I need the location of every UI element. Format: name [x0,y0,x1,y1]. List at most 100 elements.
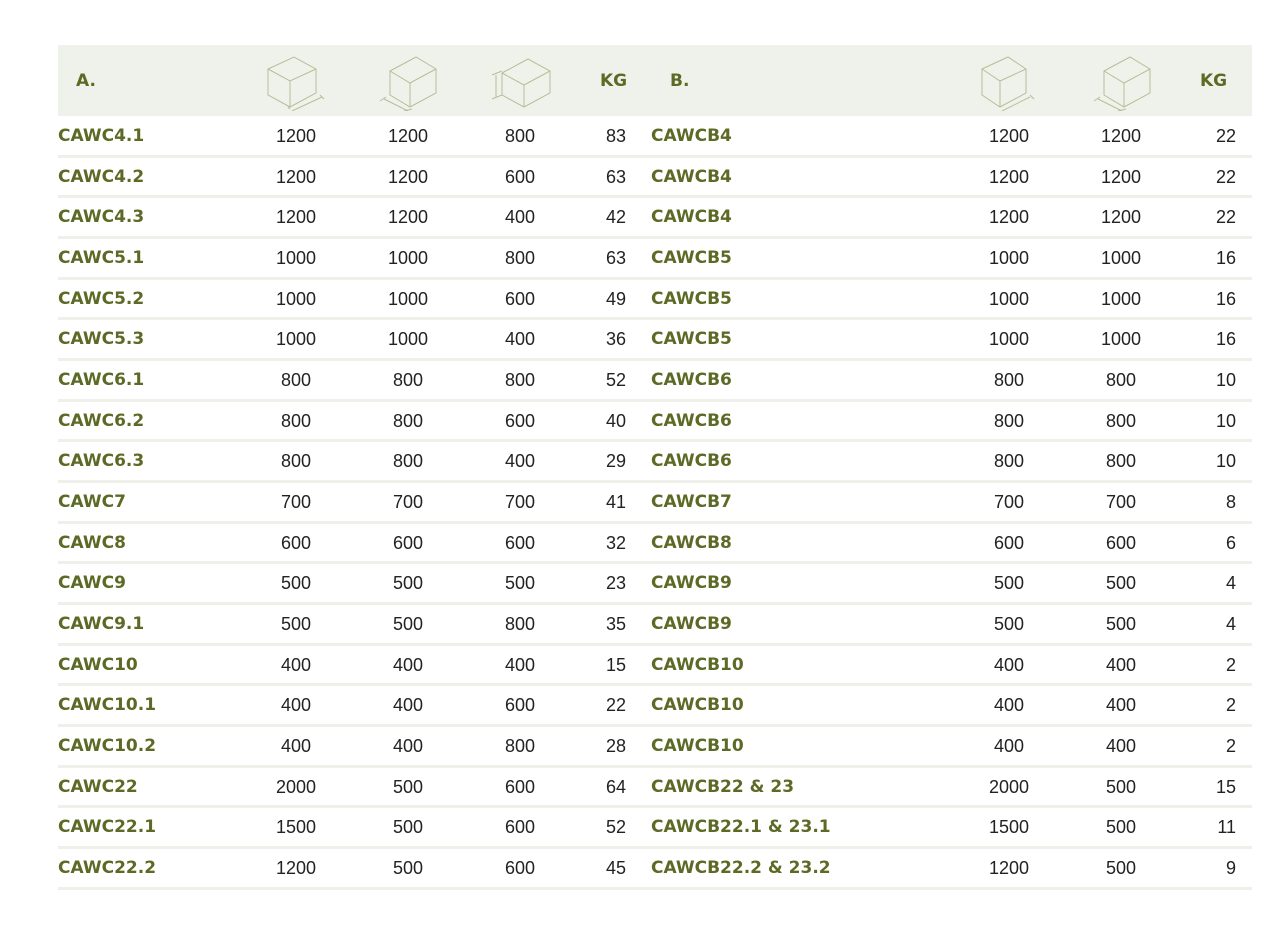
length-a: 1000 [275,288,317,309]
length-b: 500 [993,614,1025,635]
length-a: 400 [280,654,312,675]
table-row: CAWC10.2 400 400 800 28 CAWCB10 400 400 2 [58,727,1252,768]
width-b: 400 [1105,654,1137,675]
product-code-a: CAWC22 [58,776,138,797]
weight-b: 6 [1225,532,1236,553]
width-b: 1200 [1100,126,1142,146]
product-code-a: CAWC22.2 [58,858,157,879]
length-a: 400 [280,736,312,757]
length-b: 700 [993,492,1025,513]
width-a: 700 [392,492,424,513]
height-a: 700 [504,492,536,513]
weight-a: 63 [605,166,626,187]
weight-a: 32 [605,532,626,553]
table-row: CAWC6.2 800 800 600 40 CAWCB6 800 800 10 [58,402,1252,443]
product-code-b: CAWCB5 [651,248,732,268]
width-b: 1000 [1100,329,1142,350]
product-code-a: CAWC5.3 [58,329,145,350]
length-b: 400 [993,736,1025,757]
width-a: 500 [392,614,424,635]
length-b: 500 [993,573,1025,594]
table-row: CAWC4.2 1200 1200 600 63 CAWCB4 1200 1200 22 [58,158,1252,199]
product-code-a: CAWC10 [58,654,138,675]
weight-b: 2 [1225,736,1236,757]
product-code-b: CAWCB8 [651,532,732,553]
height-a: 500 [504,573,536,594]
product-code-a: CAWC10.1 [58,695,157,716]
table-row: CAWC22 2000 500 600 64 CAWCB22 & 23 2000 500 15 [58,768,1252,809]
length-a: 1000 [275,248,317,268]
product-code-b: CAWCB22.2 & 23.2 [651,858,831,879]
product-code-a: CAWC10.2 [58,736,157,757]
table-row: CAWC5.2 1000 1000 600 49 CAWCB5 1000 1000 16 [58,280,1252,321]
width-a: 400 [392,695,424,716]
width-a: 500 [392,573,424,594]
height-a: 400 [504,451,536,472]
kg-header-a: KG [600,70,628,91]
weight-a: 28 [605,736,626,757]
weight-b: 11 [1217,817,1236,838]
weight-b: 22 [1215,207,1236,228]
length-a: 500 [280,614,312,635]
length-a: 1000 [275,329,317,350]
width-b: 500 [1105,573,1137,594]
product-code-a: CAWC9.1 [58,614,145,635]
height-a: 800 [504,370,536,391]
length-a: 1200 [275,166,317,187]
length-b: 800 [993,410,1025,431]
product-code-b: CAWCB9 [651,573,732,594]
product-code-a: CAWC5.1 [58,248,145,268]
width-b: 400 [1105,695,1137,716]
product-code-a: CAWC6.1 [58,370,145,391]
product-code-a: CAWC6.2 [58,410,145,431]
length-b: 1000 [988,248,1030,268]
table-row: CAWC10.1 400 400 600 22 CAWCB10 400 400 2 [58,686,1252,728]
weight-b: 4 [1225,614,1236,635]
box-dimension-1-icon [981,56,1035,111]
width-b: 500 [1105,614,1137,635]
length-b: 1200 [988,166,1030,187]
length-a: 800 [280,370,312,391]
product-code-b: CAWCB6 [651,370,732,391]
width-a: 500 [392,817,424,838]
length-a: 800 [280,410,312,431]
product-code-a: CAWC4.3 [58,207,145,228]
length-b: 400 [993,695,1025,716]
width-b: 700 [1105,492,1137,513]
weight-a: 35 [605,614,626,635]
width-b: 500 [1105,817,1137,838]
length-b: 2000 [988,776,1030,797]
height-a: 600 [504,532,536,553]
height-a: 600 [504,288,536,309]
table-row: CAWC4.3 1200 1200 400 42 CAWCB4 1200 1200 22 [58,198,1252,239]
length-b: 1200 [988,858,1030,879]
length-a: 800 [280,451,312,472]
weight-b: 2 [1225,654,1236,675]
weight-a: 40 [605,410,626,431]
table-row: CAWC5.3 1000 1000 400 36 CAWCB5 1000 1000 16 [58,320,1252,361]
section-b-label: B. [670,70,690,91]
width-a: 1000 [387,329,429,350]
product-code-a: CAWC5.2 [58,288,145,309]
table-row: CAWC6.3 800 800 400 29 CAWCB6 800 800 10 [58,442,1252,484]
product-code-b: CAWCB4 [651,207,732,228]
length-a: 1200 [275,126,317,146]
width-a: 800 [392,451,424,472]
length-b: 1500 [988,817,1030,838]
weight-b: 16 [1215,288,1236,309]
width-a: 400 [392,654,424,675]
product-code-b: CAWCB4 [651,166,732,187]
product-code-b: CAWCB22 & 23 [651,776,795,797]
product-code-a: CAWC4.1 [58,126,145,146]
weight-a: 23 [605,573,626,594]
product-code-b: CAWCB6 [651,451,732,472]
weight-b: 16 [1215,248,1236,268]
product-code-b: CAWCB10 [651,695,744,716]
weight-a: 64 [605,776,626,797]
width-a: 1200 [387,126,429,146]
weight-a: 22 [605,695,626,716]
width-a: 800 [392,410,424,431]
length-a: 2000 [275,776,317,797]
weight-b: 22 [1215,126,1236,146]
width-a: 500 [392,776,424,797]
